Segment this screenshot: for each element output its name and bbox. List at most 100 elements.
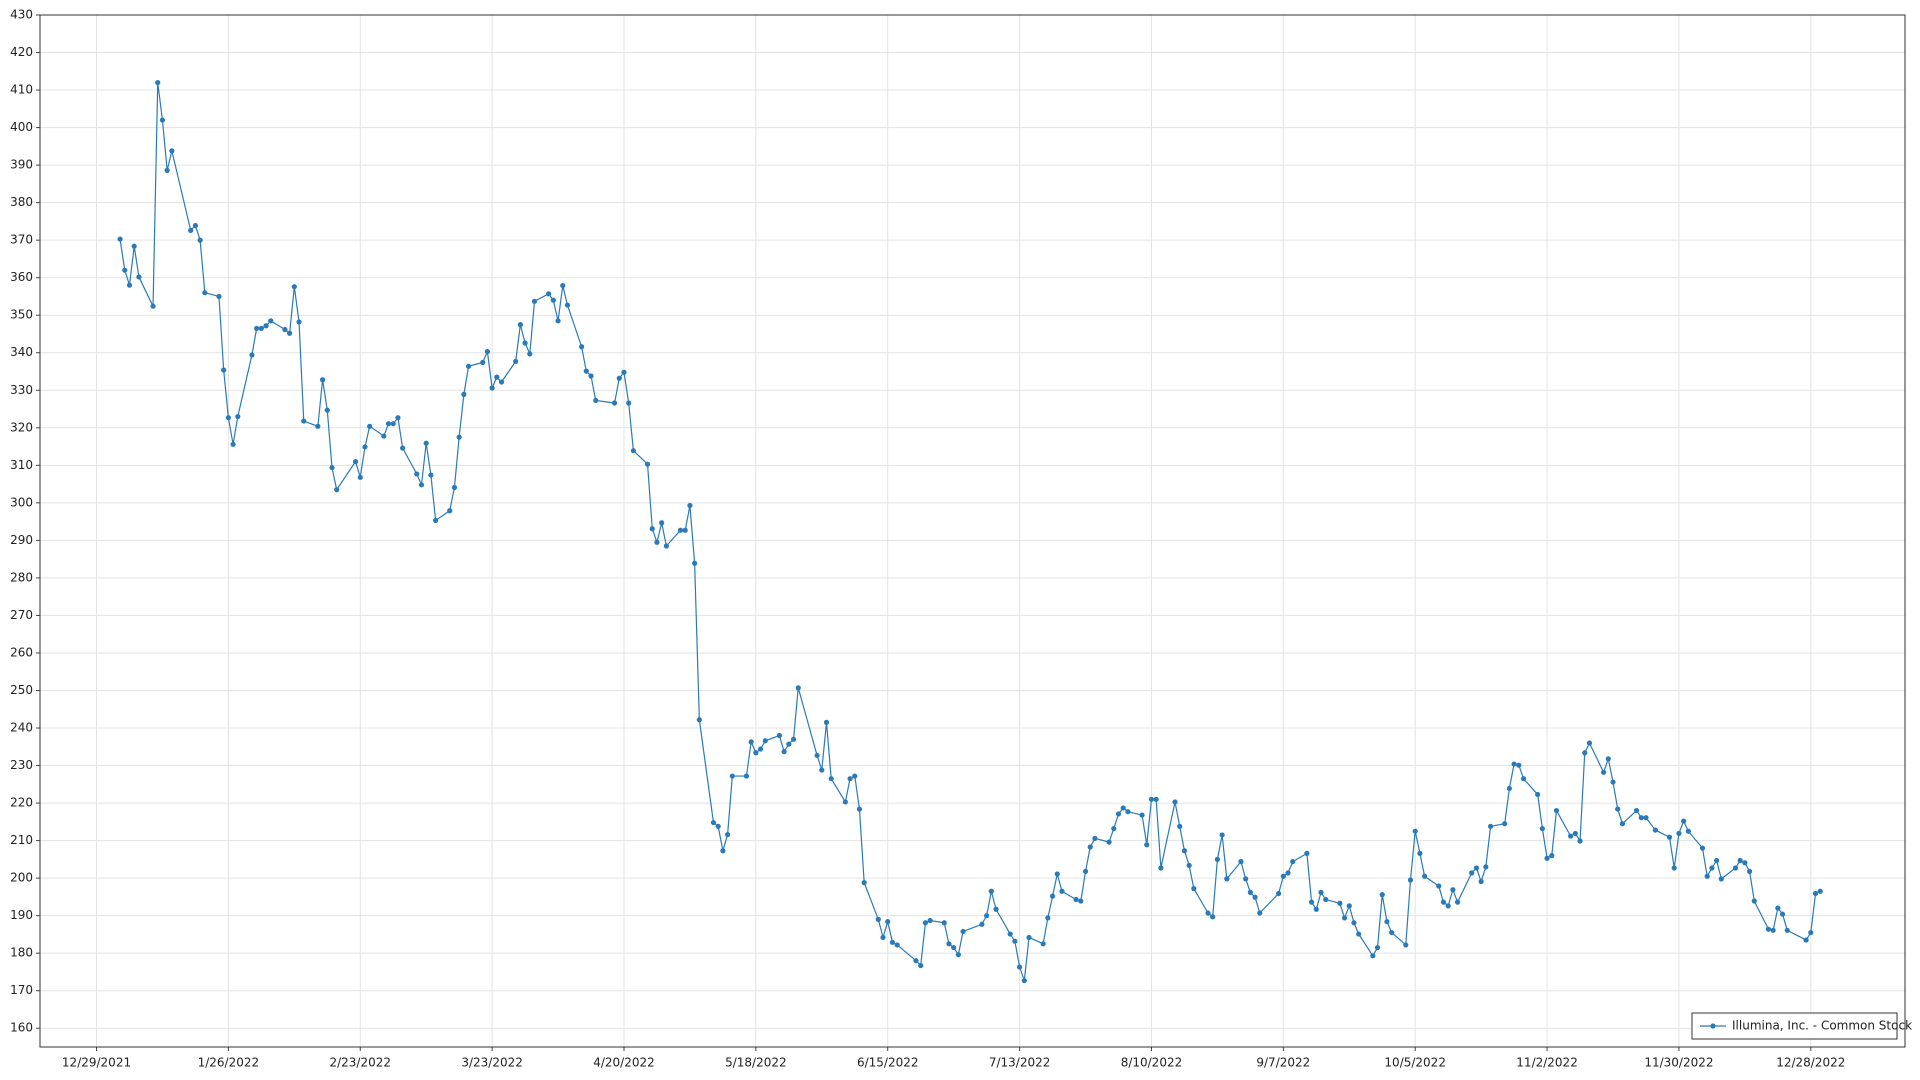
data-point: [1572, 830, 1578, 837]
x-tick-label: 12/28/2022: [1776, 1056, 1845, 1070]
data-point: [1341, 915, 1348, 921]
x-tick-label: 3/23/2022: [461, 1056, 523, 1070]
data-point: [696, 717, 702, 723]
data-point: [1172, 799, 1178, 805]
data-point: [1469, 870, 1475, 876]
data-point: [221, 367, 227, 373]
data-point: [1252, 894, 1258, 900]
x-tick-label: 4/20/2022: [593, 1056, 655, 1070]
data-point: [842, 799, 848, 805]
y-tick-label: 350: [10, 308, 33, 322]
data-point: [1374, 944, 1381, 951]
data-point: [447, 508, 453, 514]
data-point: [527, 351, 533, 357]
data-point: [1586, 740, 1593, 746]
data-point: [1454, 899, 1461, 905]
y-tick-label: 430: [10, 8, 33, 22]
data-point: [480, 359, 486, 366]
data-point: [522, 340, 528, 346]
data-point: [263, 323, 269, 329]
data-point: [1666, 834, 1673, 840]
data-point: [291, 284, 297, 290]
data-point: [136, 274, 142, 280]
data-point: [414, 471, 420, 477]
data-point: [550, 297, 556, 303]
data-point: [611, 400, 618, 406]
data-point: [254, 325, 260, 331]
legend-marker: [1710, 1023, 1716, 1029]
data-point: [1012, 938, 1018, 944]
data-point: [126, 282, 133, 288]
data-point: [1770, 927, 1776, 933]
data-point: [1568, 833, 1574, 839]
data-point: [1257, 910, 1263, 916]
data-point: [579, 344, 585, 350]
data-point: [1045, 915, 1051, 921]
data-point: [1751, 898, 1757, 904]
data-point: [1553, 807, 1560, 814]
y-tick-label: 300: [10, 495, 33, 509]
data-point: [1671, 865, 1677, 871]
data-point: [795, 685, 801, 691]
data-point: [1417, 850, 1423, 856]
data-point: [1638, 815, 1644, 821]
legend-label: Illumina, Inc. - Common Stock: [1732, 1019, 1912, 1033]
y-tick-label: 260: [10, 645, 33, 659]
data-point: [1643, 815, 1649, 821]
data-point: [814, 752, 820, 759]
data-point: [1699, 845, 1706, 851]
data-point: [169, 148, 175, 154]
data-point: [1148, 796, 1155, 802]
data-point: [1577, 838, 1583, 844]
data-point: [1205, 910, 1211, 916]
y-tick-label: 360: [10, 270, 33, 284]
data-point: [649, 526, 655, 532]
data-point: [249, 352, 255, 358]
data-point: [225, 415, 231, 421]
y-tick-label: 420: [10, 45, 33, 59]
data-point: [1619, 821, 1626, 827]
data-point: [880, 934, 886, 941]
data-point: [927, 917, 933, 924]
data-point: [560, 282, 566, 289]
data-point: [1685, 828, 1691, 834]
y-tick-label: 250: [10, 683, 33, 697]
data-point: [319, 377, 326, 383]
y-tick-label: 200: [10, 871, 33, 885]
data-point: [1582, 750, 1588, 756]
data-point: [894, 942, 900, 948]
data-point: [155, 79, 161, 86]
data-point: [546, 291, 552, 297]
y-tick-label: 220: [10, 796, 33, 810]
data-point: [1224, 876, 1230, 882]
data-point: [381, 433, 387, 439]
data-point: [461, 391, 467, 398]
data-point: [1803, 937, 1809, 943]
data-point: [1422, 873, 1428, 879]
data-point: [1808, 929, 1814, 936]
data-point: [164, 167, 170, 173]
data-point: [1676, 830, 1682, 837]
data-point: [1120, 805, 1126, 811]
data-point: [1144, 842, 1150, 848]
data-point: [1285, 870, 1291, 876]
y-tick-label: 330: [10, 383, 33, 397]
data-point: [489, 385, 495, 391]
data-point: [1073, 896, 1079, 903]
data-point: [329, 464, 335, 471]
data-point: [1412, 828, 1418, 834]
data-point: [1059, 888, 1065, 894]
data-point: [1652, 827, 1658, 833]
data-point: [192, 222, 199, 229]
data-point: [715, 823, 721, 829]
data-point: [1704, 873, 1710, 879]
data-point: [847, 776, 853, 782]
x-tick-label: 9/7/2022: [1256, 1056, 1310, 1070]
data-point: [131, 243, 137, 249]
x-tick-label: 6/15/2022: [857, 1056, 919, 1070]
data-point: [1370, 953, 1376, 959]
x-tick-label: 11/30/2022: [1644, 1056, 1713, 1070]
data-point: [1351, 920, 1357, 926]
x-tick-label: 5/18/2022: [725, 1056, 787, 1070]
